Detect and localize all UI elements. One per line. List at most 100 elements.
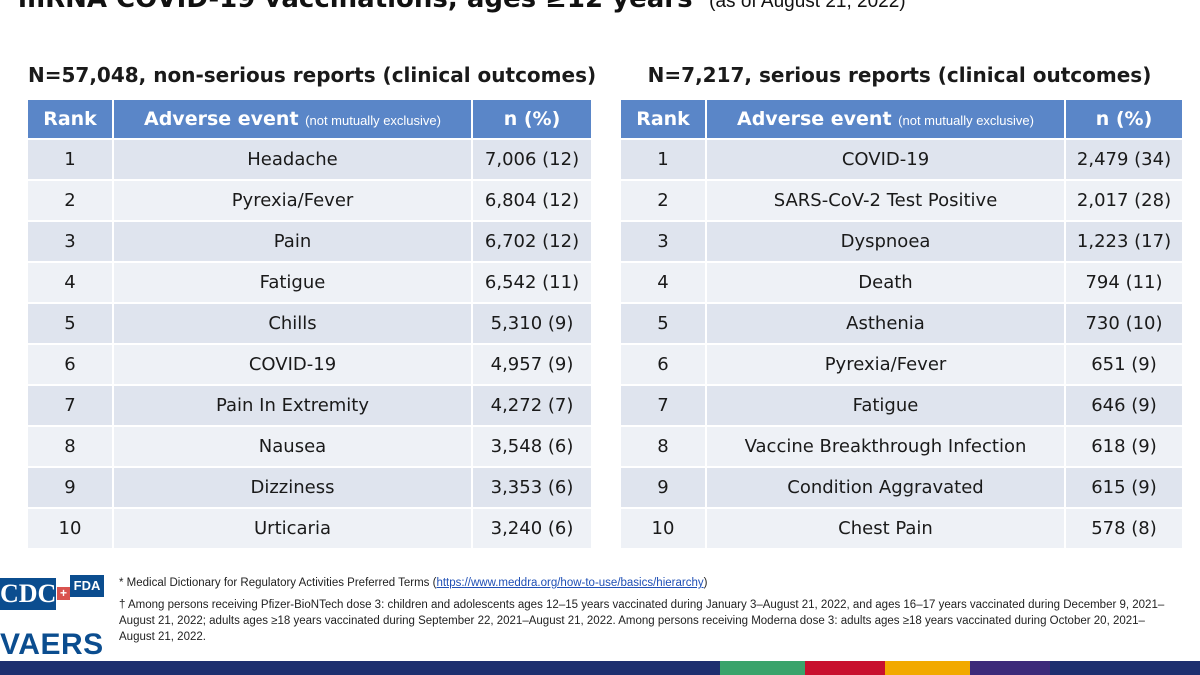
table-row: 1 COVID-19 2,479 (34): [621, 140, 1182, 179]
title-line-2: mRNA COVID-19 vaccinations, ages ≥12 yea…: [18, 0, 693, 14]
footnote-meddra-close: ): [703, 577, 708, 589]
table-row: 10 Urticaria 3,240 (6): [28, 509, 591, 548]
as-of-date: (as of August 21, 2022): [709, 0, 906, 12]
cell-event: Pyrexia/Fever: [707, 345, 1064, 384]
cell-rank: 1: [28, 140, 112, 179]
cell-n: 4,957 (9): [473, 345, 591, 384]
col-header-event-label: Adverse event: [144, 108, 299, 130]
cell-event: Chest Pain: [707, 509, 1064, 548]
table-row: 9 Dizziness 3,353 (6): [28, 468, 591, 507]
table-row: 7 Pain In Extremity 4,272 (7): [28, 386, 591, 425]
cell-n: 7,006 (12): [473, 140, 591, 179]
table-row: 5 Chills 5,310 (9): [28, 304, 591, 343]
cell-rank: 6: [28, 345, 112, 384]
table-row: 8 Vaccine Breakthrough Infection 618 (9): [621, 427, 1182, 466]
cell-n: 1,223 (17): [1066, 222, 1182, 261]
cell-n: 2,017 (28): [1066, 181, 1182, 220]
cell-rank: 6: [621, 345, 705, 384]
color-bar-segment: [1050, 661, 1200, 675]
table-row: 7 Fatigue 646 (9): [621, 386, 1182, 425]
cell-rank: 5: [621, 304, 705, 343]
cell-event: SARS-CoV-2 Test Positive: [707, 181, 1064, 220]
cell-n: 3,548 (6): [473, 427, 591, 466]
cell-event: Fatigue: [707, 386, 1064, 425]
cell-event: Fatigue: [114, 263, 471, 302]
cell-event: COVID-19: [114, 345, 471, 384]
cell-event: Pyrexia/Fever: [114, 181, 471, 220]
cell-n: 6,702 (12): [473, 222, 591, 261]
cell-rank: 3: [28, 222, 112, 261]
color-bar-segment: [640, 661, 720, 675]
table-row: 6 Pyrexia/Fever 651 (9): [621, 345, 1182, 384]
table-header-row: Rank Adverse event (not mutually exclusi…: [621, 100, 1182, 138]
non-serious-table: Rank Adverse event (not mutually exclusi…: [26, 98, 593, 550]
cell-n: 4,272 (7): [473, 386, 591, 425]
cell-event: Pain: [114, 222, 471, 261]
cell-rank: 4: [28, 263, 112, 302]
table-row: 3 Pain 6,702 (12): [28, 222, 591, 261]
color-bar-segment: [0, 661, 640, 675]
col-header-rank: Rank: [621, 100, 705, 138]
col-header-event-note: (not mutually exclusive): [898, 113, 1034, 128]
cell-rank: 5: [28, 304, 112, 343]
cell-n: 730 (10): [1066, 304, 1182, 343]
col-header-event: Adverse event (not mutually exclusive): [707, 100, 1064, 138]
footnote-meddra-text: * Medical Dictionary for Regulatory Acti…: [119, 577, 437, 589]
footnotes: * Medical Dictionary for Regulatory Acti…: [119, 575, 1179, 651]
meddra-link[interactable]: https://www.meddra.org/how-to-use/basics…: [436, 577, 704, 589]
cell-rank: 9: [28, 468, 112, 507]
cell-rank: 10: [28, 509, 112, 548]
cell-n: 651 (9): [1066, 345, 1182, 384]
cell-event: Pain In Extremity: [114, 386, 471, 425]
table-row: 10 Chest Pain 578 (8): [621, 509, 1182, 548]
cell-rank: 7: [621, 386, 705, 425]
cell-n: 618 (9): [1066, 427, 1182, 466]
vaers-logo: VAERS: [0, 628, 104, 661]
table-header-row: Rank Adverse event (not mutually exclusi…: [28, 100, 591, 138]
cell-n: 3,353 (6): [473, 468, 591, 507]
cell-event: Headache: [114, 140, 471, 179]
cell-event: Vaccine Breakthrough Infection: [707, 427, 1064, 466]
cell-n: 794 (11): [1066, 263, 1182, 302]
footnote-dagger: † Among persons receiving Pfizer-BioNTec…: [119, 599, 1165, 643]
cell-rank: 8: [621, 427, 705, 466]
cell-rank: 4: [621, 263, 705, 302]
cdc-logo: CDC: [0, 578, 57, 610]
serious-table-body: 1 COVID-19 2,479 (34) 2 SARS-CoV-2 Test Posi…: [621, 140, 1182, 548]
cell-event: COVID-19: [707, 140, 1064, 179]
plus-icon: +: [57, 587, 70, 600]
color-bar-segment: [720, 661, 805, 675]
cell-event: Death: [707, 263, 1064, 302]
cell-rank: 2: [28, 181, 112, 220]
table-row: 8 Nausea 3,548 (6): [28, 427, 591, 466]
serious-table: Rank Adverse event (not mutually exclusi…: [619, 98, 1184, 550]
table-row: 2 SARS-CoV-2 Test Positive 2,017 (28): [621, 181, 1182, 220]
cell-n: 578 (8): [1066, 509, 1182, 548]
cell-rank: 10: [621, 509, 705, 548]
table-row: 4 Fatigue 6,542 (11): [28, 263, 591, 302]
col-header-event: Adverse event (not mutually exclusive): [114, 100, 471, 138]
table-row: 9 Condition Aggravated 615 (9): [621, 468, 1182, 507]
color-bar-segment: [970, 661, 1050, 675]
table-row: 3 Dyspnoea 1,223 (17): [621, 222, 1182, 261]
color-bar-segment: [885, 661, 970, 675]
cell-n: 2,479 (34): [1066, 140, 1182, 179]
cell-n: 6,804 (12): [473, 181, 591, 220]
cell-event: Chills: [114, 304, 471, 343]
col-header-rank: Rank: [28, 100, 112, 138]
non-serious-panel: N=57,048, non-serious reports (clinical …: [28, 58, 597, 550]
cell-rank: 1: [621, 140, 705, 179]
table-row: 4 Death 794 (11): [621, 263, 1182, 302]
col-header-n: n (%): [1066, 100, 1182, 138]
serious-panel: N=7,217, serious reports (clinical outco…: [621, 58, 1182, 550]
cell-event: Dyspnoea: [707, 222, 1064, 261]
table-row: 6 COVID-19 4,957 (9): [28, 345, 591, 384]
non-serious-heading: N=57,048, non-serious reports (clinical …: [28, 63, 597, 87]
cell-rank: 7: [28, 386, 112, 425]
serious-heading: N=7,217, serious reports (clinical outco…: [647, 63, 1152, 87]
col-header-event-label: Adverse event: [737, 108, 892, 130]
cell-event: Asthenia: [707, 304, 1064, 343]
color-bar-segment: [805, 661, 885, 675]
cell-rank: 3: [621, 222, 705, 261]
non-serious-table-body: 1 Headache 7,006 (12) 2 Pyrexia/Fever 6,804 (…: [28, 140, 591, 548]
